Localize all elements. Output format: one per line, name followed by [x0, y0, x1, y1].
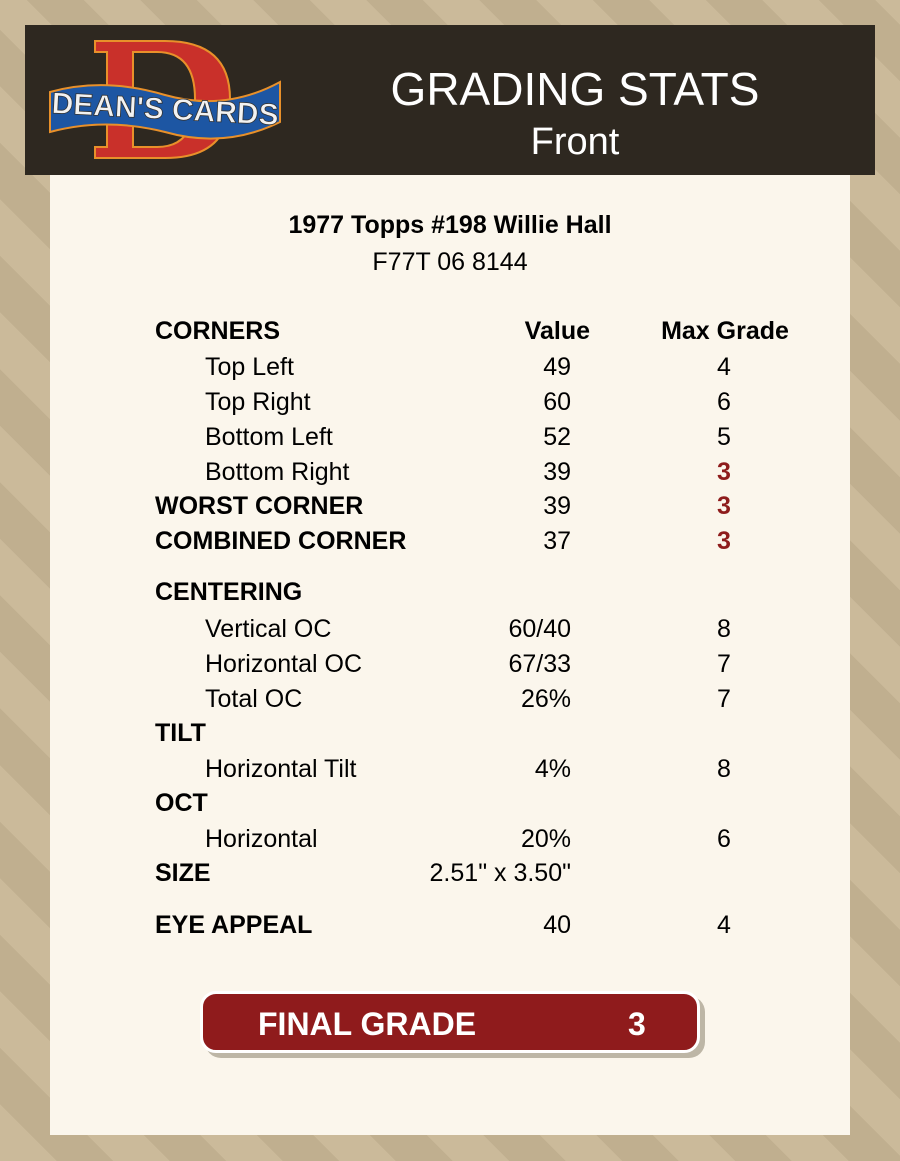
stat-max-grade: 6: [717, 825, 731, 853]
stat-row: OCT: [0, 788, 900, 818]
stat-row: Horizontal 20% 6: [0, 824, 900, 854]
stat-row: Horizontal Tilt 4% 8: [0, 754, 900, 784]
stat-label: CORNERS: [155, 317, 281, 345]
stat-max-grade: 8: [717, 755, 731, 783]
stat-value: 39: [543, 458, 571, 486]
stat-value: 2.51" x 3.50": [429, 859, 571, 887]
stat-row: Total OC 26% 7: [0, 684, 900, 714]
stat-max-grade: 7: [717, 685, 731, 713]
stat-row: TILT: [0, 718, 900, 748]
stat-label: WORST CORNER: [155, 492, 364, 520]
deans-cards-logo: DEAN'S CARDS: [49, 40, 281, 159]
stat-value: 52: [543, 423, 571, 451]
cert-number: F77T 06 8144: [372, 248, 528, 276]
final-grade-value: 3: [628, 1006, 646, 1042]
stat-value: 20%: [520, 825, 571, 853]
stat-label: Bottom Left: [205, 423, 333, 451]
page-title: GRADING STATS: [390, 63, 760, 115]
stat-max-grade: 5: [717, 423, 731, 451]
stat-value: 4%: [534, 755, 571, 783]
stat-value: 49: [543, 353, 571, 381]
stat-value: 39: [543, 492, 571, 520]
stat-max-grade: 3: [717, 492, 731, 520]
stat-label: TILT: [155, 719, 206, 747]
value-column-header: Value: [524, 317, 590, 345]
stat-row: WORST CORNER 39 3: [0, 491, 900, 521]
stat-label: Horizontal: [205, 825, 318, 853]
stat-row: CORNERS Value Max Grade: [0, 316, 900, 346]
stat-label: COMBINED CORNER: [155, 527, 407, 555]
stat-label: Bottom Right: [205, 458, 350, 486]
stat-label: OCT: [155, 789, 208, 817]
stat-max-grade: 8: [717, 615, 731, 643]
card-title: 1977 Topps #198 Willie Hall: [288, 211, 612, 239]
stat-value: 67/33: [508, 650, 571, 678]
page-subtitle: Front: [530, 121, 620, 163]
stat-value: 60/40: [508, 615, 571, 643]
stat-label: Horizontal Tilt: [205, 755, 357, 783]
final-grade-banner: FINAL GRADE 3: [200, 991, 700, 1053]
stat-value: 26%: [520, 685, 571, 713]
stat-max-grade: 6: [717, 388, 731, 416]
stat-row: Top Right 60 6: [0, 387, 900, 417]
stat-row: CENTERING: [0, 577, 900, 607]
stat-label: CENTERING: [155, 578, 303, 606]
stat-label: Top Right: [205, 388, 311, 416]
stat-row: EYE APPEAL 40 4: [0, 910, 900, 940]
stats-panel: [50, 175, 850, 1135]
stat-max-grade: 3: [717, 458, 731, 486]
stat-label: Vertical OC: [205, 615, 332, 643]
stat-row: SIZE 2.51" x 3.50": [0, 858, 900, 888]
stat-max-grade: 3: [717, 527, 731, 555]
stat-row: Bottom Right 39 3: [0, 457, 900, 487]
stat-label: Horizontal OC: [205, 650, 362, 678]
stat-value: 37: [543, 527, 571, 555]
stat-row: COMBINED CORNER 37 3: [0, 526, 900, 556]
stat-label: SIZE: [155, 859, 211, 887]
max-grade-column-header: Max Grade: [661, 317, 789, 345]
stat-row: Horizontal OC 67/33 7: [0, 649, 900, 679]
stat-value: 60: [543, 388, 571, 416]
stat-label: Total OC: [205, 685, 303, 713]
header: DEAN'S CARDS GRADING STATS Front: [25, 25, 875, 175]
stat-label: Top Left: [205, 353, 294, 381]
stat-value: 40: [543, 911, 571, 939]
stat-label: EYE APPEAL: [155, 911, 313, 939]
stat-row: Vertical OC 60/40 8: [0, 614, 900, 644]
stat-row: Top Left 49 4: [0, 352, 900, 382]
stat-max-grade: 4: [717, 353, 731, 381]
stat-max-grade: 7: [717, 650, 731, 678]
stat-max-grade: 4: [717, 911, 731, 939]
final-grade-label: FINAL GRADE: [258, 1006, 477, 1042]
stat-row: Bottom Left 52 5: [0, 422, 900, 452]
